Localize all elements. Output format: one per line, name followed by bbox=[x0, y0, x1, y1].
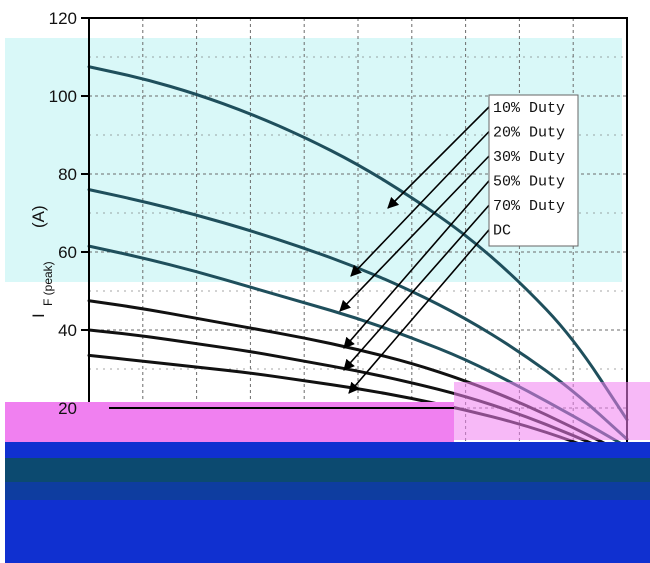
legend-box bbox=[488, 94, 579, 247]
series-line-20-duty bbox=[87, 188, 629, 441]
y-tick-label: 120 bbox=[49, 9, 77, 28]
y-tick-label: 60 bbox=[58, 243, 77, 262]
legend-arrow bbox=[339, 153, 492, 312]
legend-entry: 50% Duty bbox=[493, 174, 565, 191]
y-axis-label-unit: (A) bbox=[29, 205, 48, 228]
legend-entry: 70% Duty bbox=[493, 198, 565, 215]
y-tick-label: 80 bbox=[58, 165, 77, 184]
y-tick-label: 20 bbox=[58, 399, 77, 418]
legend-arrow bbox=[387, 104, 492, 209]
legend-entry: 20% Duty bbox=[493, 125, 565, 142]
y-axis-label-main: I bbox=[29, 313, 48, 318]
legend-arrows bbox=[339, 104, 492, 394]
legend-arrow bbox=[348, 226, 492, 394]
y-axis-label: I F (peak) (A) bbox=[29, 205, 55, 318]
series-line-10-duty bbox=[87, 65, 629, 422]
legend-arrow bbox=[350, 128, 492, 277]
blue-stripe bbox=[5, 482, 650, 500]
y-tick-label: 100 bbox=[49, 87, 77, 106]
overlay-bands: 20 bbox=[5, 382, 650, 563]
legend-entry: 30% Duty bbox=[493, 149, 565, 166]
legend-entry: DC bbox=[493, 223, 511, 240]
magenta-band-right bbox=[454, 382, 650, 440]
legend-arrow bbox=[343, 177, 492, 349]
legend: 10% Duty 20% Duty 30% Duty 50% Duty 70% Duty… bbox=[488, 94, 579, 247]
legend-entry: 10% Duty bbox=[493, 100, 565, 117]
y-axis-label-sub: F (peak) bbox=[41, 261, 55, 306]
legend-arrow bbox=[343, 202, 492, 371]
y-tick-label: 40 bbox=[58, 321, 77, 340]
